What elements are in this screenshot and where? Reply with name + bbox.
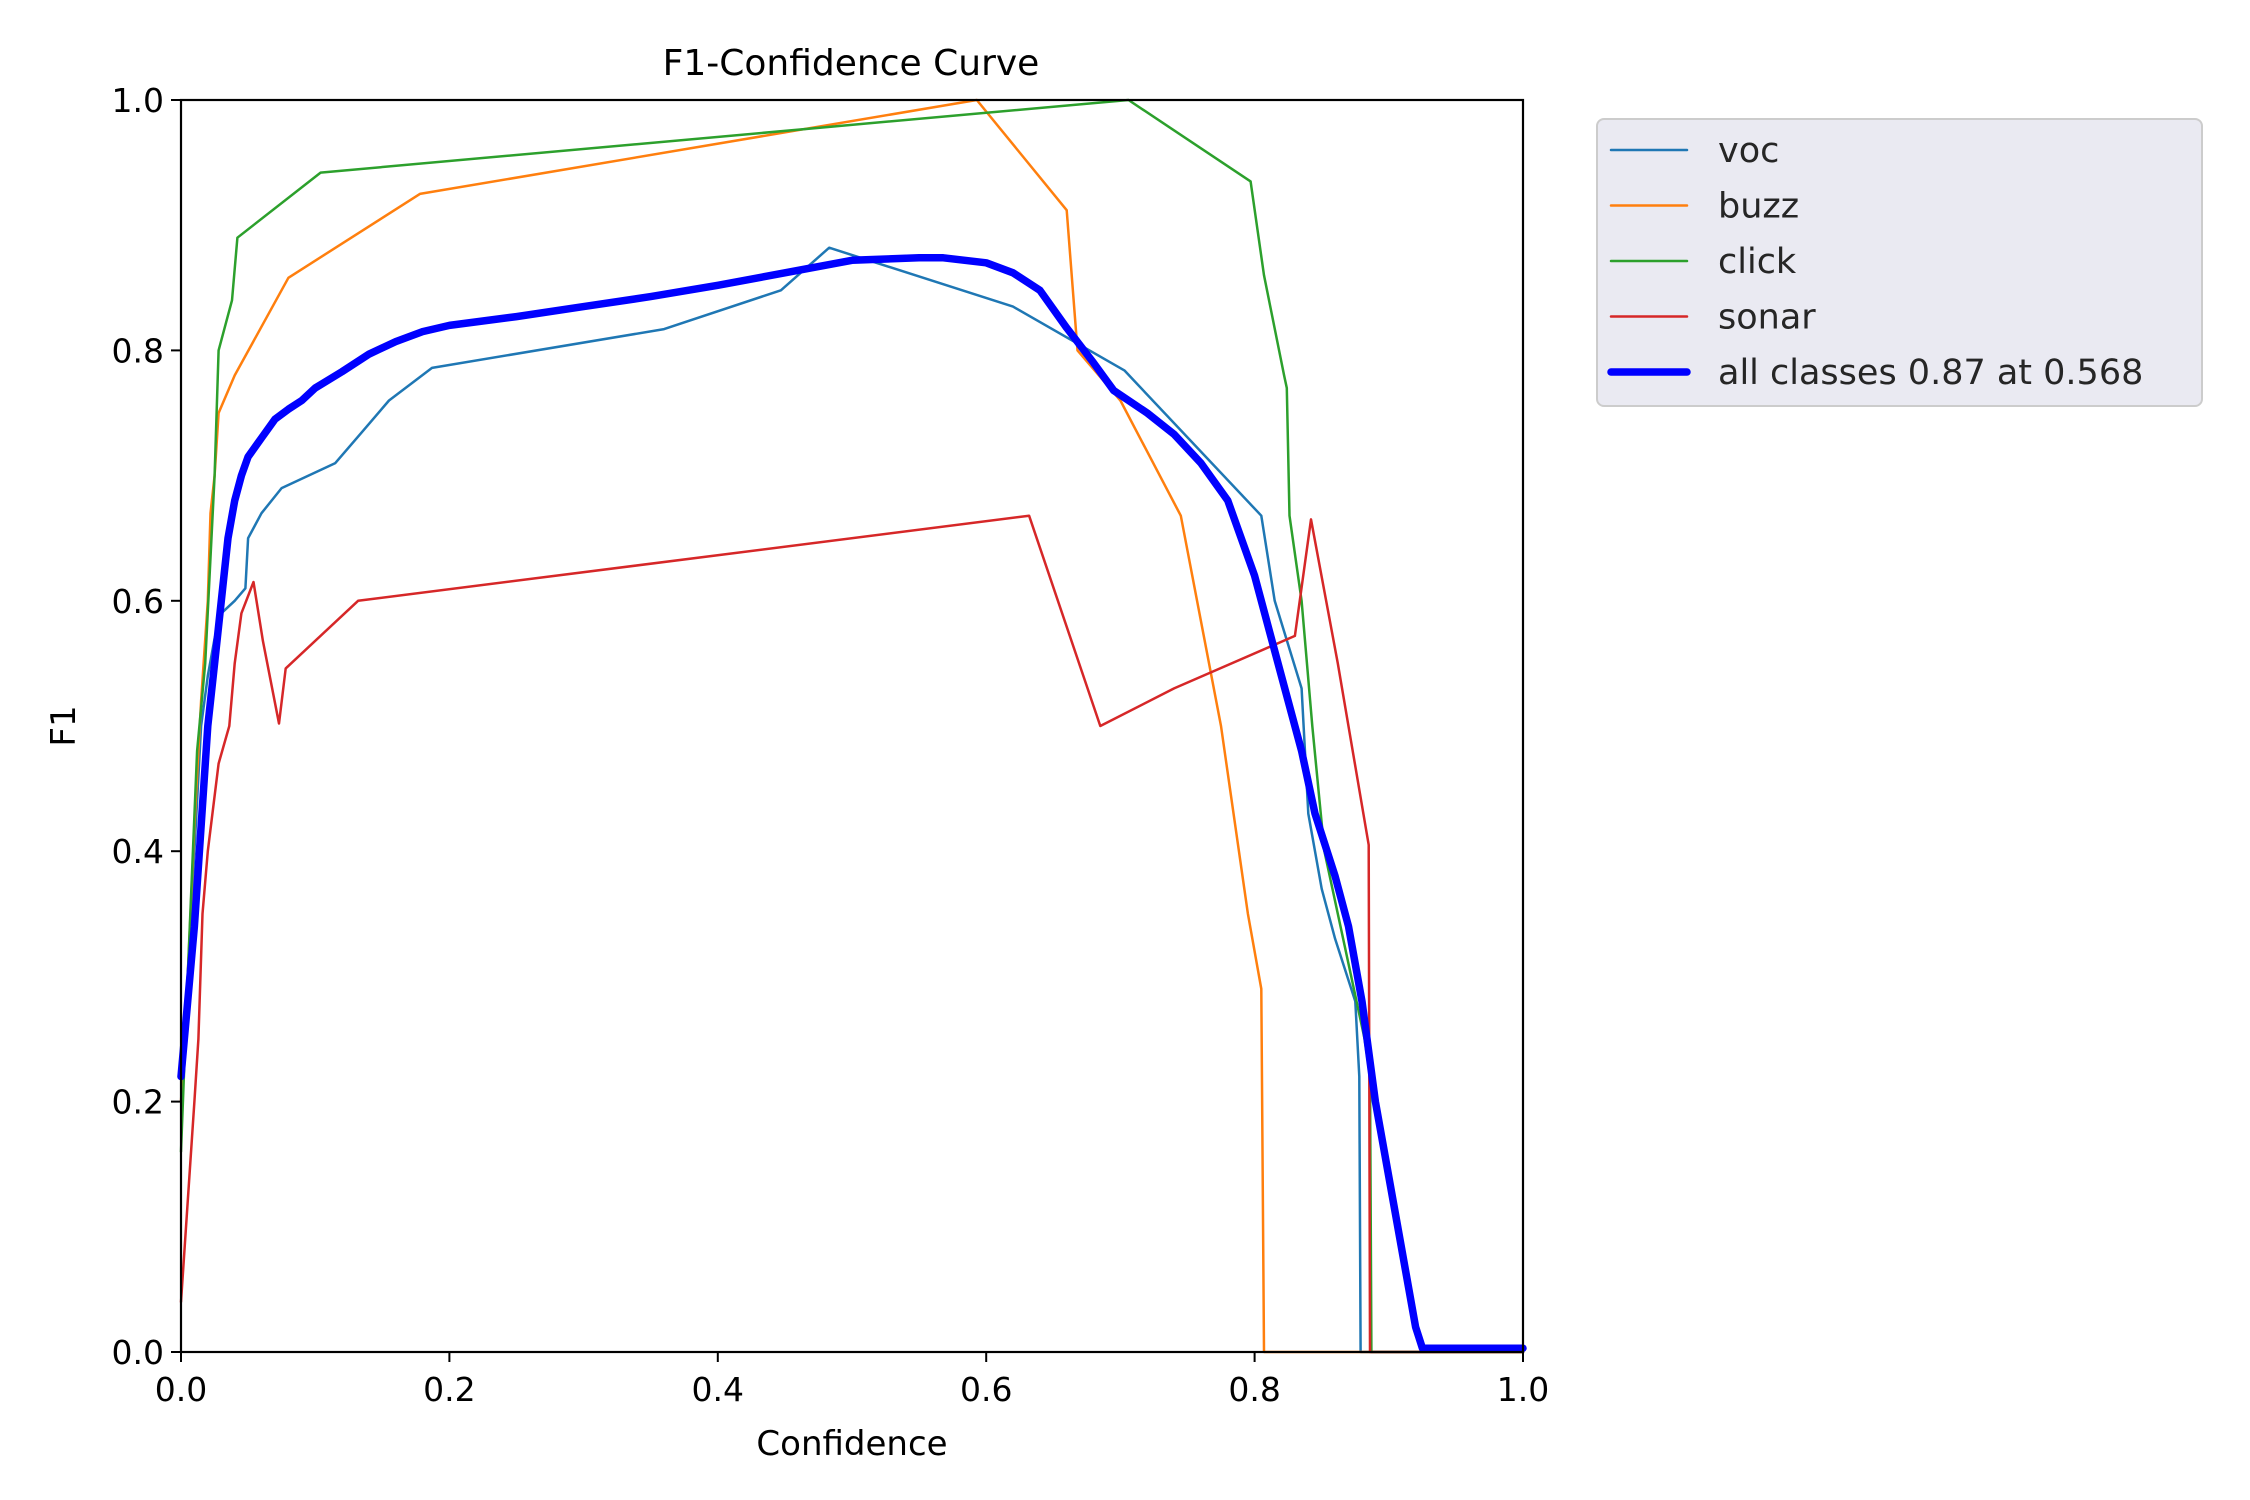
y-tick-label: 0.4	[112, 832, 164, 871]
x-tick-label: 0.6	[960, 1370, 1012, 1409]
series-layer	[177, 98, 1527, 1354]
legend-label: sonar	[1718, 298, 1816, 338]
y-tick-label: 0.0	[112, 1333, 164, 1372]
y-tick-label: 0.6	[112, 582, 164, 621]
series-line-3	[179, 98, 1525, 1354]
x-tick-label: 0.4	[692, 1370, 744, 1409]
legend-label: buzz	[1718, 187, 1799, 227]
x-tick-label: 0.2	[423, 1370, 475, 1409]
legend: voc buzz click sonar all classes 0.87 at 0.5…	[1596, 118, 2203, 407]
legend-box	[1596, 118, 2203, 407]
plot-frame	[179, 98, 1525, 1354]
legend-items: voc buzz click sonar all classes 0.87 at 0.5…	[1607, 131, 2143, 393]
y-axis: 0.0 0.2 0.4 0.6 0.8 1.0	[112, 81, 181, 1372]
y-tick-label: 1.0	[112, 81, 164, 120]
series-line-5	[177, 254, 1527, 1352]
x-tick-label: 0.0	[155, 1370, 207, 1409]
series-line-4	[179, 514, 1525, 1354]
x-tick-label: 0.8	[1228, 1370, 1280, 1409]
legend-label: click	[1718, 242, 1797, 282]
y-axis-label: F1	[44, 705, 84, 746]
series-line-2	[179, 98, 1525, 1354]
x-axis-label: Confidence	[756, 1424, 947, 1464]
x-axis: 0.0 0.2 0.4 0.6 0.8 1.0	[155, 1352, 1549, 1409]
legend-label: voc	[1718, 131, 1779, 171]
y-tick-label: 0.2	[112, 1083, 164, 1122]
y-tick-label: 0.8	[112, 331, 164, 370]
legend-label: all classes 0.87 at 0.568	[1718, 353, 2143, 393]
chart-title: F1-Confidence Curve	[663, 43, 1040, 84]
x-tick-label: 1.0	[1497, 1370, 1549, 1409]
